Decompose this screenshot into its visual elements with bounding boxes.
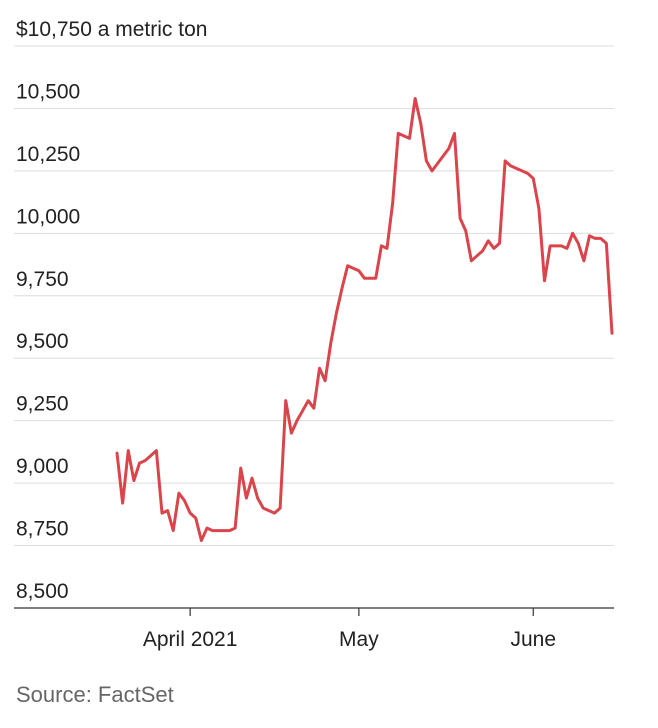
y-tick-label-8500: 8,500	[16, 580, 69, 603]
y-tick-label-8750: 8,750	[16, 518, 69, 541]
series-layer	[115, 96, 614, 543]
x-tick-label-2021-06-01: June	[510, 628, 556, 651]
y-axis-tick-labels: 8,500 8,750 9,000 9,250 9,500 9,750 10,000 10,2…	[16, 18, 207, 603]
y-tick-label-9000: 9,000	[16, 455, 69, 478]
x-tick-label-2021-05-01: May	[339, 628, 379, 651]
y-tick-label-9500: 9,500	[16, 330, 69, 353]
y-tick-label-10500: 10,500	[16, 80, 80, 103]
gridlines	[14, 45, 614, 609]
y-tick-label-9750: 9,750	[16, 268, 69, 291]
x-tick-label-2021-04-01: April 2021	[143, 628, 238, 651]
y-tick-label-9250: 9,250	[16, 393, 69, 416]
x-axis: April 2021 May June	[143, 608, 556, 651]
source-note: Source: FactSet	[16, 682, 174, 707]
y-tick-label-10000: 10,000	[16, 205, 80, 228]
y-tick-label-10750: $10,750 a metric ton	[16, 18, 207, 41]
series-line-0	[115, 96, 614, 543]
y-tick-label-10250: 10,250	[16, 143, 80, 166]
